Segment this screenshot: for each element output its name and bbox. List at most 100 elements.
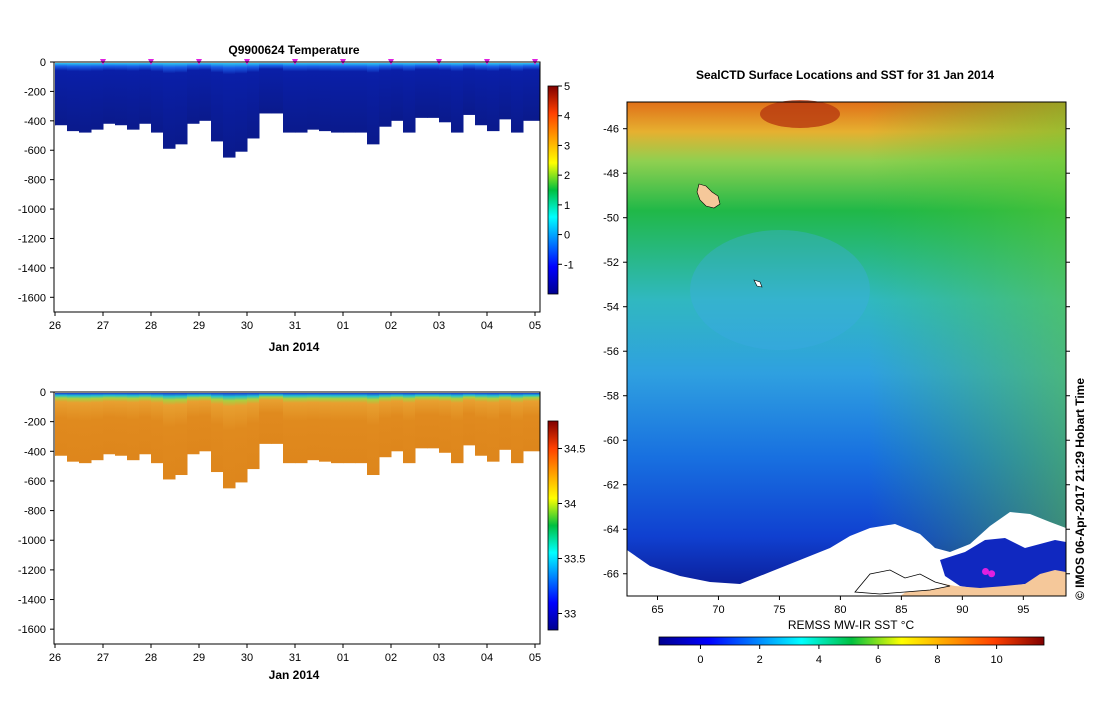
- x-tick-label: 27: [97, 652, 109, 664]
- y-tick-label: -600: [24, 145, 46, 157]
- profile-column: [319, 63, 332, 132]
- colorbar-tick-label: 34: [564, 499, 576, 511]
- profile-column: [343, 63, 356, 133]
- salinity-axes-frame: [53, 391, 541, 645]
- profile-column: [199, 393, 212, 452]
- sst-map-panel: SealCTD Surface Locations and SST for 31…: [603, 68, 1087, 666]
- sst-colorbar: [658, 636, 1045, 646]
- profile-column: [439, 63, 452, 123]
- x-tick-label: 28: [145, 320, 157, 332]
- profile-column: [439, 393, 452, 453]
- antarctic-land: [900, 570, 1066, 596]
- sst-colorbar-tick-label: 8: [934, 654, 940, 666]
- profile-column: [355, 393, 368, 464]
- lat-tick-label: -60: [603, 435, 619, 447]
- map-colorbar-label: REMSS MW-IR SST °C: [788, 618, 915, 632]
- y-tick-label: -1200: [18, 565, 46, 577]
- y-tick-label: -600: [24, 476, 46, 488]
- profile-column: [259, 393, 272, 444]
- profile-column: [55, 63, 56, 126]
- kerguelen-island: [696, 183, 721, 209]
- lon-tick-label: 70: [712, 604, 724, 616]
- sst-colorbar-tick-label: 10: [990, 654, 1002, 666]
- profile-column: [115, 393, 128, 456]
- lat-tick-label: -50: [603, 213, 619, 225]
- map-title: SealCTD Surface Locations and SST for 31…: [696, 68, 994, 82]
- lon-tick-label: 80: [834, 604, 846, 616]
- lat-tick-label: -46: [603, 124, 619, 136]
- lat-tick-label: -48: [603, 168, 619, 180]
- colorbar-tick-label: 4: [564, 111, 570, 123]
- lat-tick-label: -56: [603, 346, 619, 358]
- profile-column: [247, 63, 260, 139]
- profile-column: [499, 63, 512, 120]
- profile-column: [307, 393, 320, 461]
- x-tick-label: 31: [289, 652, 301, 664]
- profile-column: [403, 63, 416, 133]
- profile-column: [379, 393, 392, 458]
- profile-column: [55, 393, 68, 456]
- temperature-title: Q9900624 Temperature: [228, 43, 360, 57]
- sst-colorbar-ticks: 0 2 4 6 8 10: [697, 645, 1003, 666]
- profile-column: [523, 63, 540, 121]
- profile-column: [211, 63, 224, 142]
- profile-column: [367, 393, 380, 476]
- y-tick-label: 0: [40, 57, 46, 69]
- colorbar-tick-label: 0: [564, 230, 570, 242]
- profile-column: [451, 63, 464, 133]
- x-tick-label: 29: [193, 652, 205, 664]
- x-tick-label: 03: [433, 652, 445, 664]
- profile-column: [259, 63, 272, 114]
- temperature-colorbar: [547, 85, 559, 295]
- profile-column: [487, 63, 500, 132]
- temperature-axes-frame: [53, 61, 541, 313]
- x-tick-label: 01: [337, 320, 349, 332]
- x-tick-label: 26: [49, 320, 61, 332]
- salinity-colorbar: [547, 420, 559, 631]
- seal-location-point: [988, 570, 996, 578]
- lon-tick-label: 85: [895, 604, 907, 616]
- profile-column: [391, 393, 404, 452]
- profile-column: [463, 393, 476, 446]
- profile-column: [91, 393, 104, 461]
- temperature-x-axis: 26 27 28 29 30 31 01 02 03 04 05: [49, 312, 541, 332]
- temperature-profiles: [55, 63, 540, 158]
- map-frame: [626, 101, 1067, 597]
- y-tick-label: -200: [24, 86, 46, 98]
- x-tick-label: 31: [289, 320, 301, 332]
- profile-column: [499, 393, 512, 450]
- x-tick-label: 30: [241, 320, 253, 332]
- y-tick-label: -800: [24, 506, 46, 518]
- profile-column: [79, 393, 92, 464]
- profile-column: [151, 63, 164, 133]
- profile-column: [331, 63, 344, 133]
- colorbar-tick-label: 2: [564, 170, 570, 182]
- profile-column: [427, 393, 440, 449]
- profile-column: [451, 393, 464, 464]
- salinity-colorbar-ticks: 34.5 34 33.5 33: [558, 444, 585, 621]
- profile-column: [319, 393, 332, 462]
- y-tick-label: -200: [24, 417, 46, 429]
- sst-colorbar-tick-label: 2: [757, 654, 763, 666]
- profile-column: [403, 393, 416, 464]
- profile-column: [139, 393, 152, 455]
- map-longitude-axis: 65 70 75 80 85 90 95: [651, 596, 1029, 616]
- profile-column: [295, 393, 308, 464]
- lat-tick-label: -66: [603, 569, 619, 581]
- profile-column: [235, 63, 248, 152]
- colorbar-tick-label: 5: [564, 81, 570, 93]
- x-tick-label: 04: [481, 652, 493, 664]
- lon-tick-label: 75: [773, 604, 785, 616]
- sst-colorbar-tick-label: 4: [816, 654, 822, 666]
- profile-column: [295, 63, 308, 133]
- x-tick-label: 26: [49, 652, 61, 664]
- x-tick-label: 01: [337, 652, 349, 664]
- y-tick-label: -1600: [18, 624, 46, 636]
- colorbar-tick-label: 33: [564, 609, 576, 621]
- profile-column: [163, 63, 176, 149]
- profile-column: [271, 63, 284, 114]
- profile-column: [307, 63, 320, 130]
- y-tick-label: -1600: [18, 292, 46, 304]
- seal-location-point: [982, 568, 990, 576]
- x-tick-label: 05: [529, 652, 541, 664]
